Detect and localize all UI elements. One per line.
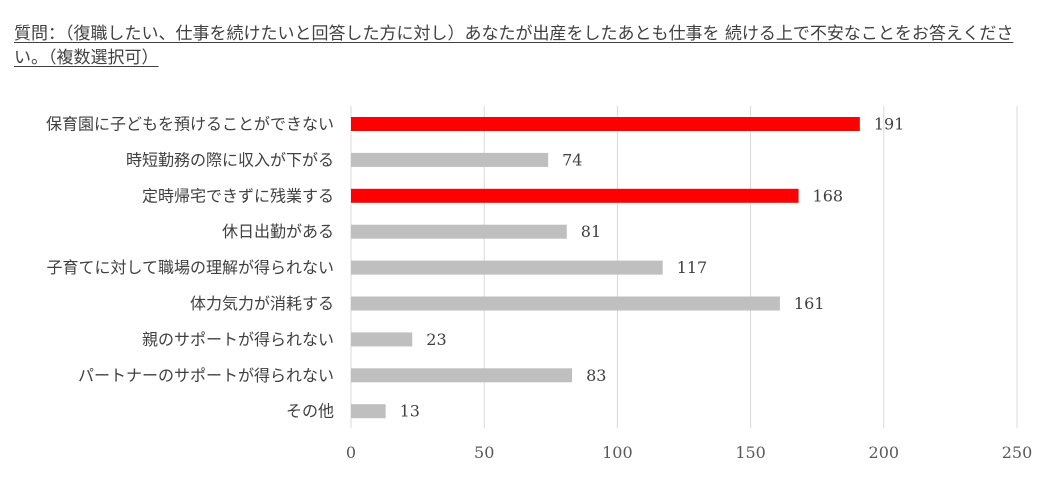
category-label: 時短勤務の際に収入が下がる: [126, 150, 334, 169]
bars: [351, 117, 860, 419]
bar: [351, 188, 799, 203]
bar: [351, 224, 567, 239]
bar: [351, 332, 413, 347]
x-tick-label: 150: [735, 443, 766, 462]
category-labels: 保育園に子どもを預けることができない時短勤務の際に収入が下がる定時帰宅できずに残…: [46, 115, 334, 421]
x-axis-tick-labels: 0 50 100 150 200 250: [346, 443, 1032, 462]
bar: [351, 368, 573, 383]
category-label: その他: [286, 402, 334, 421]
x-tick-label: 250: [1002, 443, 1033, 462]
x-tick-label: 0: [346, 443, 356, 462]
category-label: 定時帰宅できずに残業する: [142, 186, 334, 205]
data-label: 117: [677, 258, 708, 277]
data-labels: 191 74 168 81 117 161 23 83 13: [400, 115, 905, 421]
x-tick-label: 50: [474, 443, 494, 462]
category-label: 休日出勤がある: [222, 222, 334, 241]
x-tick-label: 200: [869, 443, 900, 462]
data-label: 23: [426, 330, 446, 349]
data-label: 161: [794, 294, 825, 313]
bar: [351, 404, 386, 419]
bar: [351, 117, 860, 131]
data-label: 168: [813, 186, 844, 205]
bar: [351, 260, 663, 275]
data-label: 13: [400, 402, 420, 421]
data-label: 191: [874, 115, 905, 134]
data-label: 81: [581, 222, 601, 241]
data-label: 83: [586, 366, 606, 385]
category-label: 子育てに対して職場の理解が得られない: [46, 258, 334, 277]
data-label: 74: [562, 150, 582, 169]
category-label: パートナーのサポートが得られない: [78, 366, 334, 385]
x-tick-label: 100: [602, 443, 633, 462]
bar: [351, 152, 549, 167]
category-label: 保育園に子どもを預けることができない: [46, 115, 334, 134]
bar: [351, 296, 780, 311]
category-label: 親のサポートが得られない: [142, 330, 334, 349]
chart-title: 質問：（復職したい、仕事を続けたいと回答した方に対し）あなたが出産をしたあとも仕…: [14, 24, 1014, 68]
category-label: 体力気力が消耗する: [190, 294, 334, 313]
